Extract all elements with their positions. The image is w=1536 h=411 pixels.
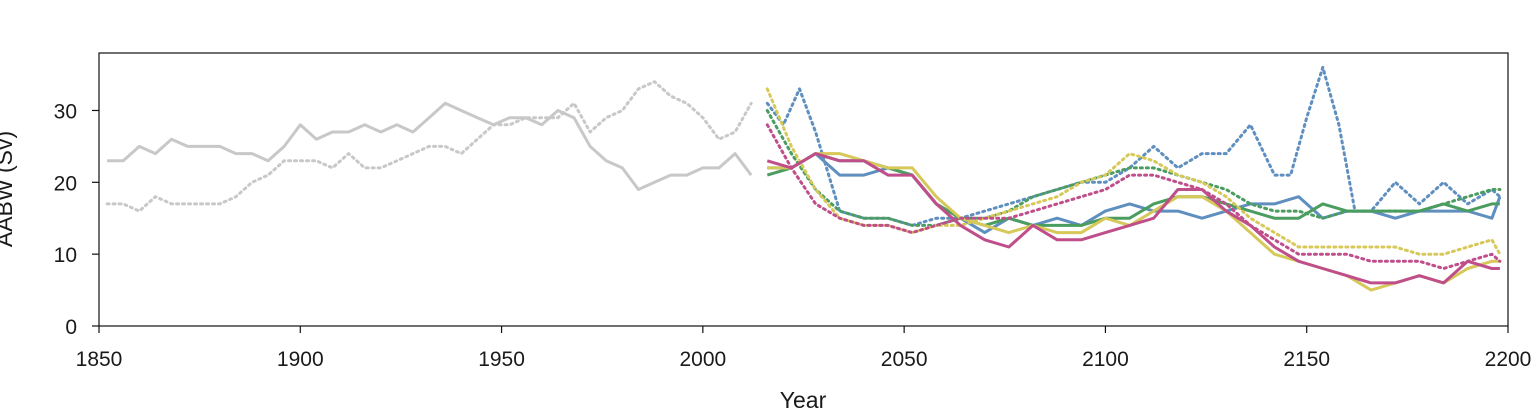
- y-axis: 0 10 20 30: [54, 100, 99, 339]
- series-line-3: [765, 65, 1502, 227]
- x-axis-title: Year: [780, 387, 827, 411]
- x-tick-label: 1850: [76, 348, 123, 371]
- x-tick-label: 1900: [277, 348, 324, 371]
- y-tick-label: 20: [54, 172, 77, 195]
- plot-frame: [98, 52, 1509, 327]
- series-line-5: [765, 109, 1502, 227]
- y-tick-label: 10: [54, 244, 77, 267]
- y-tick-label: 30: [54, 100, 77, 123]
- series-line-8: [766, 152, 1500, 285]
- x-tick-label: 1950: [478, 348, 525, 371]
- x-tick-label: 2150: [1283, 348, 1330, 371]
- x-tick-label: 2000: [679, 348, 726, 371]
- x-axis: 1850 1900 1950 2000 2050 2100 2150 2200: [76, 326, 1532, 371]
- y-axis-title: AABW (Sv): [0, 131, 17, 247]
- series-line-9: [765, 123, 1502, 270]
- x-tick-label: 2100: [1082, 348, 1129, 371]
- series-layer: [105, 65, 1502, 292]
- y-tick-label: 0: [65, 316, 77, 339]
- x-tick-label: 2050: [881, 348, 928, 371]
- series-line-0: [107, 101, 753, 191]
- series-line-1: [105, 80, 753, 213]
- x-tick-label: 2200: [1485, 348, 1532, 371]
